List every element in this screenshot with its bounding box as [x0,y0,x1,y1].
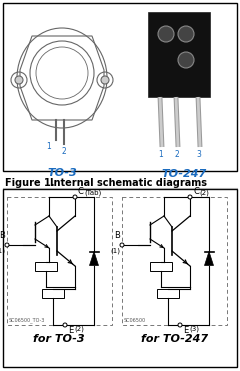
Text: 2: 2 [175,150,179,159]
Circle shape [101,76,109,84]
Text: 3: 3 [197,150,201,159]
Bar [3,3,237,171]
Text: E: E [68,326,73,335]
Text: (1): (1) [110,247,120,253]
Text: Figure 1.: Figure 1. [5,178,54,188]
Text: Internal schematic diagrams: Internal schematic diagrams [50,178,207,188]
Bar [148,12,210,97]
Text: C: C [78,187,84,196]
Polygon shape [90,252,98,266]
Text: 2: 2 [62,147,66,156]
Text: E: E [183,326,188,335]
Circle shape [188,195,192,199]
Text: (2): (2) [74,326,84,332]
Circle shape [73,195,77,199]
Text: SC06500: SC06500 [124,318,146,323]
Circle shape [178,26,194,42]
Text: (2): (2) [199,190,209,196]
Text: TO-247: TO-247 [161,169,207,179]
Polygon shape [204,252,214,266]
Text: 1: 1 [159,150,163,159]
Bar [35,262,57,271]
Circle shape [5,243,9,247]
Text: (Tab): (Tab) [84,190,101,196]
Text: for TO-247: for TO-247 [141,334,209,344]
Circle shape [63,323,67,327]
Text: (1): (1) [0,247,5,253]
Bar [157,289,179,298]
Text: B: B [114,231,120,240]
Bar [3,189,237,367]
Bar [7,197,112,325]
Circle shape [158,26,174,42]
Circle shape [120,243,124,247]
Text: TO-3: TO-3 [47,168,77,178]
Text: (3): (3) [189,326,199,332]
Text: B: B [0,231,5,240]
Bar [122,197,227,325]
Text: 1: 1 [47,142,51,151]
Text: C: C [193,187,199,196]
Text: for TO-3: for TO-3 [33,334,85,344]
Circle shape [178,323,182,327]
Text: SC06500_TO-3: SC06500_TO-3 [9,317,45,323]
Circle shape [15,76,23,84]
Bar [42,289,64,298]
Bar [150,262,172,271]
Circle shape [178,52,194,68]
